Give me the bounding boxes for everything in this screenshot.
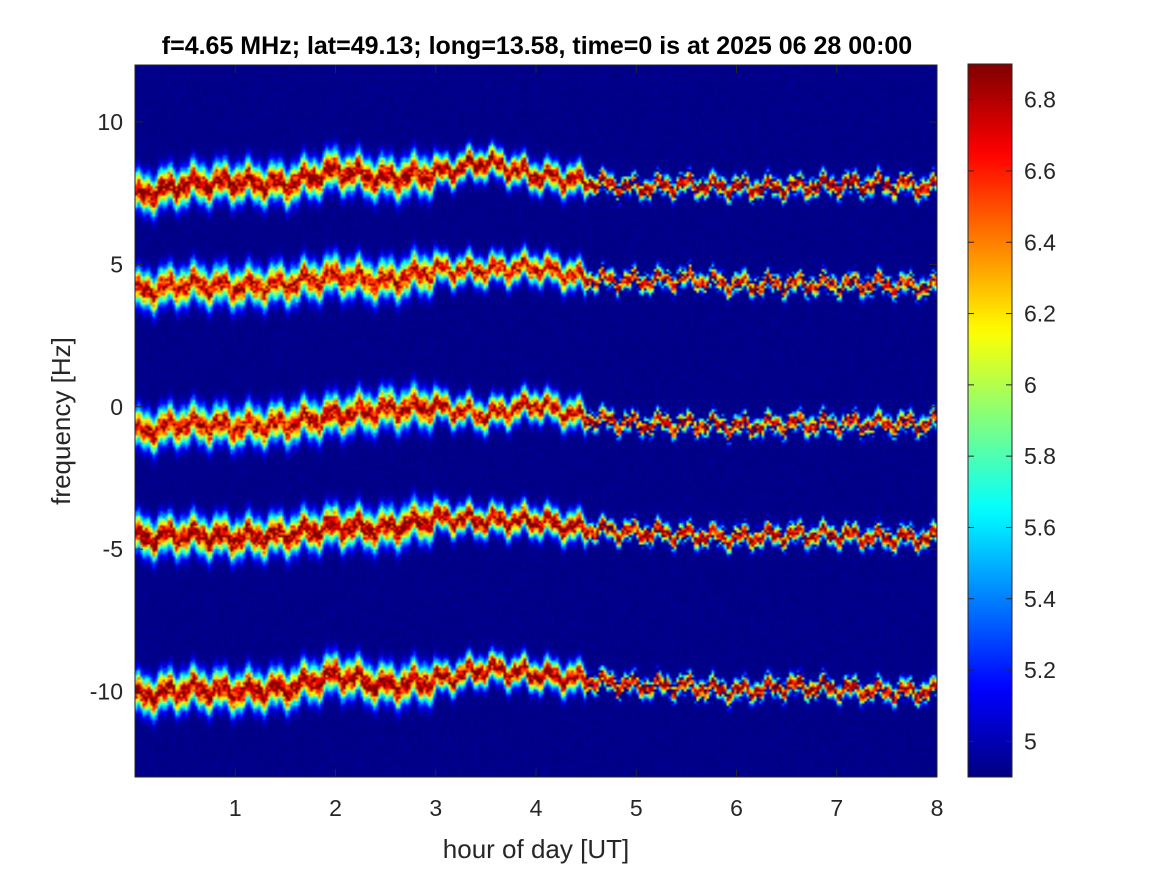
colorbar-tick-label: 6.6 <box>1024 158 1056 184</box>
y-axis-label: frequency [Hz] <box>46 337 76 505</box>
x-tick-label: 6 <box>730 795 743 821</box>
x-tick-label: 3 <box>429 795 442 821</box>
colorbar-tick-label: 5.2 <box>1024 657 1056 683</box>
colorbar-tick-label: 6.4 <box>1024 229 1056 255</box>
x-axis: 1 2 3 4 5 6 7 8 <box>229 65 944 821</box>
x-axis-label: hour of day [UT] <box>443 834 629 864</box>
colorbar-frame <box>967 63 1013 778</box>
y-tick-label: 10 <box>97 109 123 135</box>
x-tick-label: 2 <box>329 795 342 821</box>
y-tick-label: 5 <box>110 251 123 277</box>
colorbar-tick-label: 5.8 <box>1024 443 1056 469</box>
x-tick-label: 5 <box>630 795 643 821</box>
x-tick-label: 1 <box>229 795 242 821</box>
colorbar-tick-label: 6.8 <box>1024 87 1056 113</box>
x-tick-label: 8 <box>931 795 944 821</box>
colorbar-tick-label: 5.4 <box>1024 586 1056 612</box>
x-tick-label: 4 <box>530 795 543 821</box>
colorbar: 5 5.2 5.4 5.6 5.8 6 6.2 6.4 6.6 6.8 <box>967 63 1056 778</box>
colorbar-ticks: 5 5.2 5.4 5.6 5.8 6 6.2 6.4 6.6 6.8 <box>968 87 1056 754</box>
y-tick-label: -10 <box>90 679 123 705</box>
heatmap-image <box>135 65 937 777</box>
colorbar-tick-label: 6.2 <box>1024 301 1056 327</box>
plot-area <box>134 64 938 778</box>
colorbar-tick-label: 5 <box>1024 728 1037 754</box>
colorbar-tick-label: 5.6 <box>1024 514 1056 540</box>
colorbar-tick-label: 6 <box>1024 372 1037 398</box>
y-axis: 10 5 0 -5 -10 <box>90 109 937 705</box>
y-tick-label: 0 <box>110 394 123 420</box>
chart-title: f=4.65 MHz; lat=49.13; long=13.58, time=… <box>162 32 912 60</box>
colorbar-gradient <box>968 64 1012 777</box>
x-tick-label: 7 <box>830 795 843 821</box>
y-tick-label: -5 <box>103 536 123 562</box>
